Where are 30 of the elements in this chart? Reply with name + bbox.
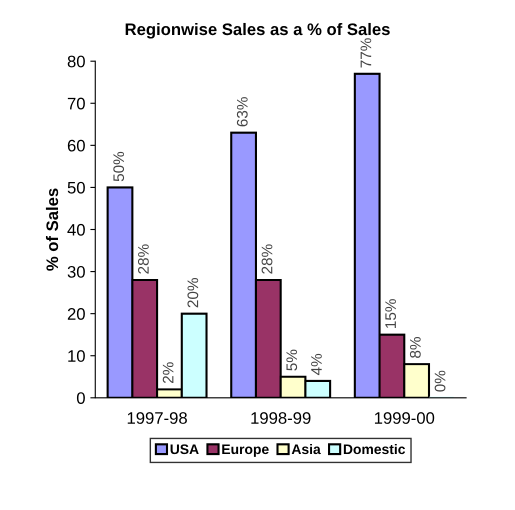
x-tick-label: 1998-99 <box>251 412 310 424</box>
y-tick-label: 70 <box>68 98 85 110</box>
data-label: 28% <box>138 244 149 274</box>
y-tick-label: 80 <box>68 56 85 68</box>
legend-label: Europe <box>222 444 269 457</box>
data-label: 2% <box>162 362 174 384</box>
legend-label: Asia <box>292 444 321 454</box>
legend-label: Domestic <box>344 444 406 454</box>
x-tick-label: 1999-00 <box>374 412 434 424</box>
data-label: 0% <box>434 370 446 392</box>
y-tick-label: 30 <box>68 266 85 278</box>
data-label: 63% <box>236 97 248 126</box>
data-label: 28% <box>262 244 272 274</box>
data-label: 20% <box>187 278 198 308</box>
data-label: 4% <box>311 354 322 376</box>
y-tick-label: 60 <box>68 140 85 152</box>
y-tick-label: 10 <box>68 350 85 362</box>
data-label: 5% <box>286 350 298 371</box>
y-axis-title: % of Sales <box>46 188 58 271</box>
y-tick-label: 0 <box>76 392 85 404</box>
data-label: 77% <box>360 38 372 68</box>
chart-title: Regionwise Sales as a % of Sales <box>126 22 390 39</box>
legend-label: USA <box>170 444 199 454</box>
y-tick-label: 40 <box>67 224 85 236</box>
data-label: 50% <box>113 152 124 182</box>
y-tick-label: 20 <box>68 308 85 320</box>
data-label: 8% <box>410 337 421 358</box>
y-tick-label: 50 <box>68 182 85 194</box>
data-label: 15% <box>385 299 396 328</box>
x-tick-label: 1997-98 <box>128 412 187 424</box>
